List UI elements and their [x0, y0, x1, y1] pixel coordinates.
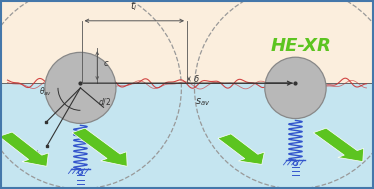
FancyArrow shape	[218, 134, 264, 164]
Text: $d/2$: $d/2$	[98, 96, 111, 107]
FancyArrow shape	[72, 128, 127, 166]
FancyArrow shape	[313, 128, 364, 162]
Ellipse shape	[45, 52, 116, 123]
Bar	[0, 0, 374, 83]
Text: $c$: $c$	[103, 59, 109, 68]
Bar	[0, 83, 374, 189]
Text: $t_n$: $t_n$	[35, 148, 43, 161]
Text: $t_i$: $t_i$	[131, 0, 138, 13]
Text: HE-XR: HE-XR	[271, 37, 331, 55]
Text: $\theta_{av}$: $\theta_{av}$	[39, 85, 52, 98]
Text: $s_{av}$: $s_{av}$	[195, 96, 211, 108]
Ellipse shape	[265, 57, 326, 119]
Text: $\delta$: $\delta$	[193, 73, 200, 84]
FancyArrow shape	[0, 132, 48, 166]
